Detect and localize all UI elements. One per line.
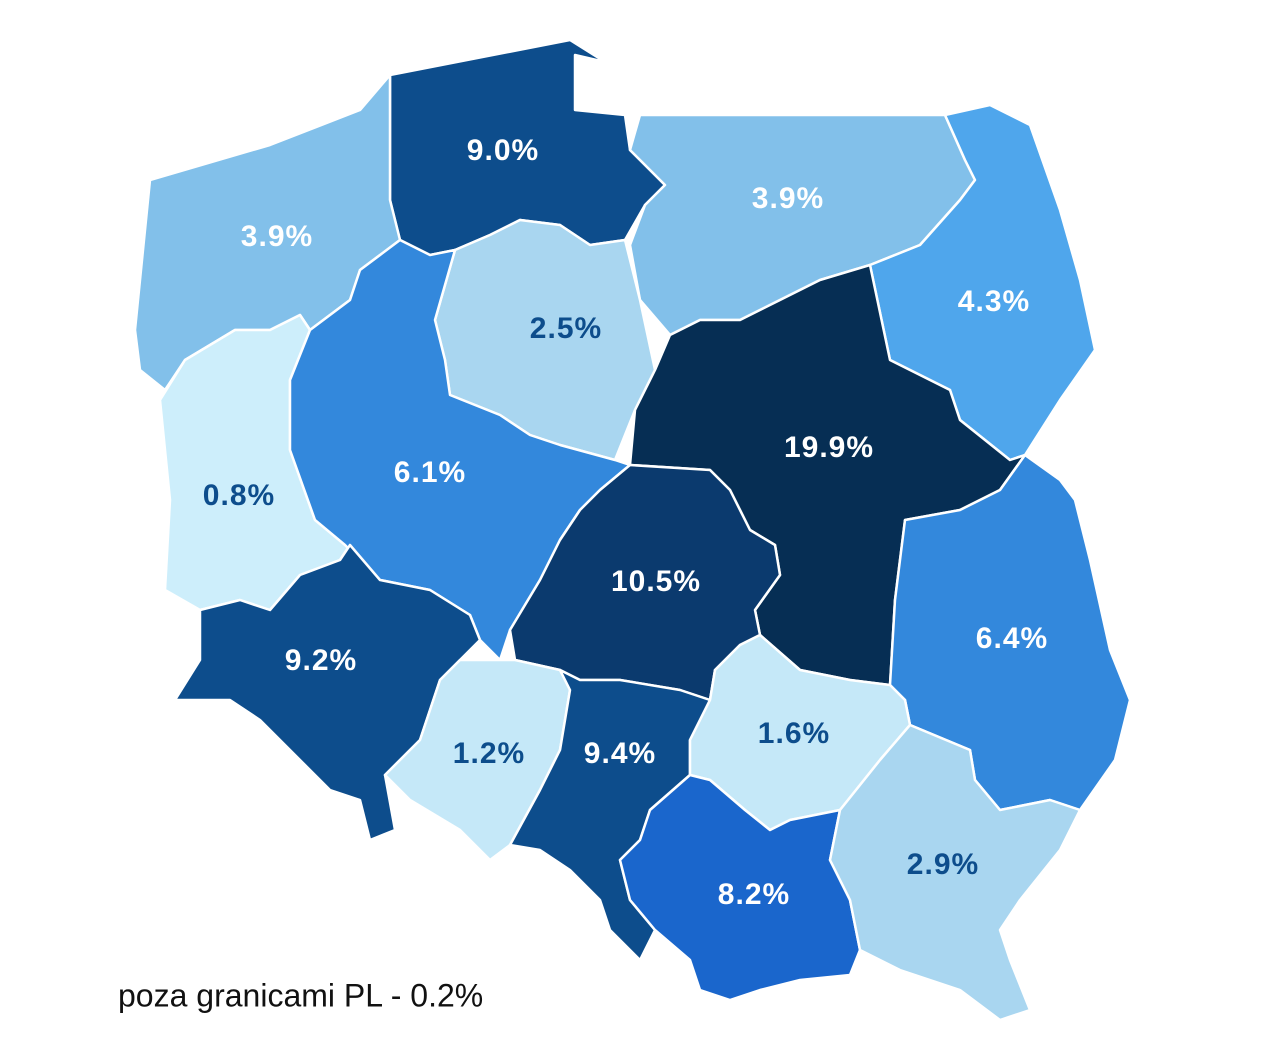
region-label: 9.0% xyxy=(467,134,539,167)
region-label: 3.9% xyxy=(752,182,824,215)
region-label: 1.6% xyxy=(758,717,830,750)
region-label: 6.1% xyxy=(394,456,466,489)
region xyxy=(618,773,862,1002)
region-label: 3.9% xyxy=(241,220,313,253)
region-label: 8.2% xyxy=(718,878,790,911)
region-label: 6.4% xyxy=(976,622,1048,655)
region-label: 9.4% xyxy=(584,737,656,770)
region-label: 9.2% xyxy=(285,644,357,677)
region-label: 19.9% xyxy=(784,431,874,464)
region-label: 10.5% xyxy=(611,565,701,598)
region-label: 2.9% xyxy=(907,848,979,881)
region xyxy=(828,723,1082,1022)
region-label: 4.3% xyxy=(958,285,1030,318)
region-label: 0.8% xyxy=(203,479,275,512)
region-label: 2.5% xyxy=(530,312,602,345)
region-label: 1.2% xyxy=(453,737,525,770)
footnote: poza granicami PL - 0.2% xyxy=(118,977,483,1013)
